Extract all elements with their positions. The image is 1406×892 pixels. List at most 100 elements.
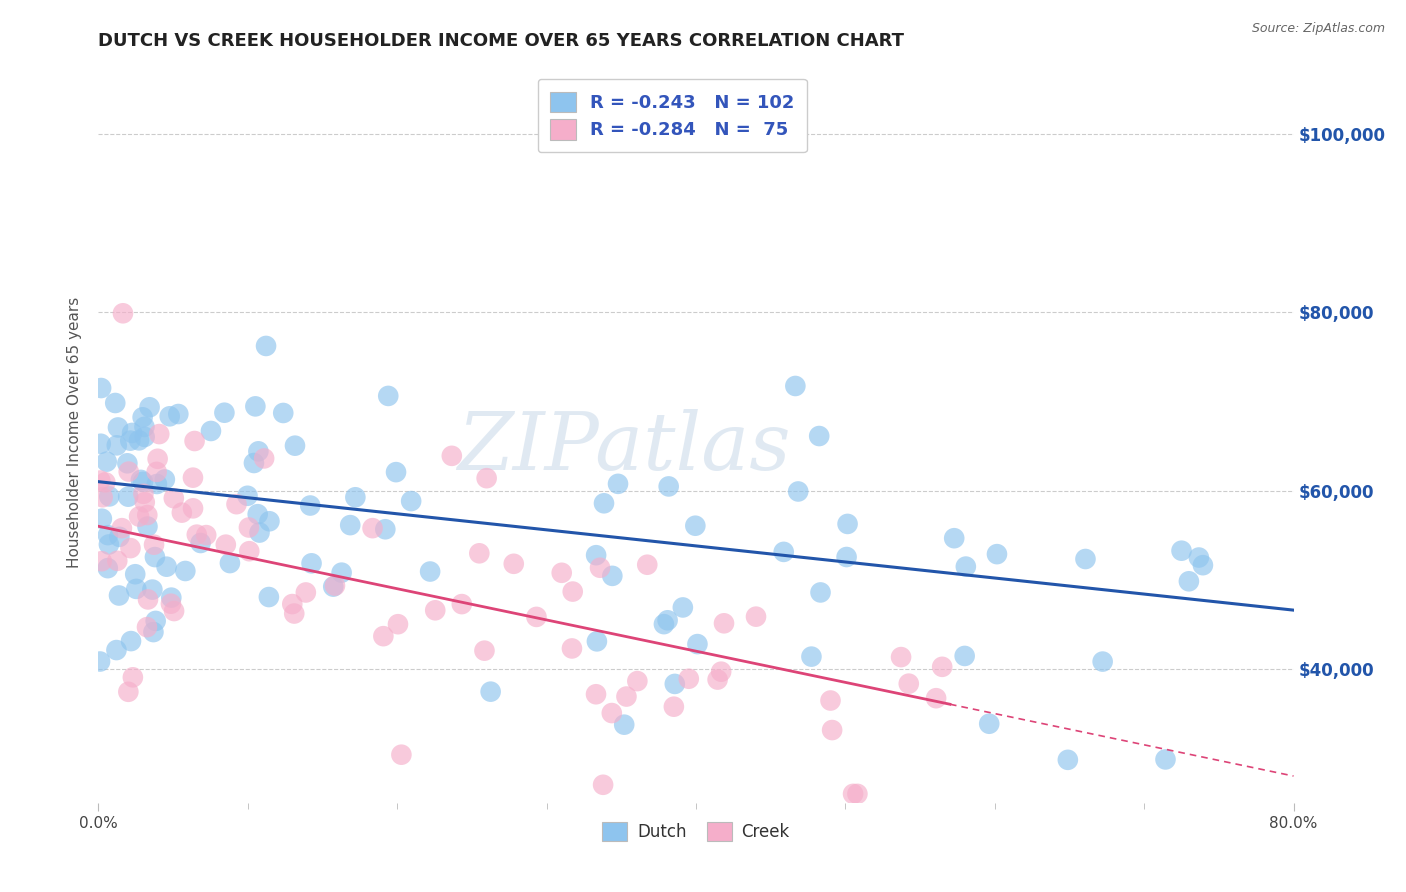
Dutch	[955, 559, 977, 574]
Creek	[160, 597, 183, 611]
Dutch	[153, 473, 176, 487]
Creek	[146, 451, 169, 466]
Dutch	[808, 429, 831, 443]
Creek	[710, 665, 733, 679]
Creek	[897, 676, 920, 690]
Dutch	[284, 439, 307, 453]
Creek	[295, 585, 318, 599]
Dutch	[685, 518, 707, 533]
Dutch	[1074, 552, 1097, 566]
Creek	[253, 451, 276, 466]
Dutch	[125, 582, 148, 596]
Dutch	[986, 547, 1008, 561]
Dutch	[257, 590, 280, 604]
Dutch	[374, 522, 396, 536]
Dutch	[90, 511, 112, 525]
Dutch	[214, 406, 236, 420]
Creek	[163, 604, 186, 618]
Dutch	[593, 496, 616, 510]
Dutch	[142, 625, 165, 640]
Creek	[678, 672, 700, 686]
Creek	[373, 629, 395, 643]
Creek	[713, 616, 735, 631]
Creek	[561, 641, 583, 656]
Creek	[502, 557, 524, 571]
Creek	[474, 643, 496, 657]
Creek	[117, 685, 139, 699]
Creek	[122, 670, 145, 684]
Dutch	[344, 490, 367, 504]
Dutch	[385, 465, 408, 479]
Dutch	[104, 396, 127, 410]
Dutch	[134, 430, 156, 444]
Creek	[132, 487, 155, 501]
Dutch	[96, 455, 118, 469]
Creek	[468, 546, 491, 560]
Dutch	[1192, 558, 1215, 573]
Creek	[181, 470, 204, 484]
Creek	[450, 597, 472, 611]
Creek	[120, 541, 142, 555]
Legend: Dutch, Creek: Dutch, Creek	[595, 815, 797, 847]
Dutch	[419, 565, 441, 579]
Creek	[551, 566, 574, 580]
Creek	[361, 521, 384, 535]
Dutch	[254, 339, 277, 353]
Dutch	[105, 438, 128, 452]
Creek	[706, 673, 728, 687]
Creek	[821, 723, 844, 737]
Creek	[626, 674, 648, 689]
Creek	[111, 521, 134, 535]
Dutch	[607, 476, 630, 491]
Dutch	[1188, 550, 1211, 565]
Dutch	[785, 379, 807, 393]
Creek	[90, 554, 112, 568]
Dutch	[271, 406, 294, 420]
Creek	[186, 527, 208, 541]
Dutch	[90, 436, 112, 450]
Dutch	[299, 499, 322, 513]
Dutch	[141, 582, 163, 597]
Dutch	[97, 561, 120, 575]
Y-axis label: Householder Income Over 65 years: Householder Income Over 65 years	[67, 297, 83, 568]
Dutch	[117, 456, 139, 470]
Dutch	[672, 600, 695, 615]
Dutch	[90, 381, 112, 395]
Dutch	[174, 564, 197, 578]
Dutch	[124, 567, 146, 582]
Dutch	[652, 617, 675, 632]
Creek	[592, 778, 614, 792]
Text: Source: ZipAtlas.com: Source: ZipAtlas.com	[1251, 22, 1385, 36]
Dutch	[953, 648, 976, 663]
Dutch	[249, 525, 271, 540]
Creek	[931, 660, 953, 674]
Creek	[89, 474, 111, 488]
Dutch	[399, 494, 422, 508]
Creek	[561, 584, 583, 599]
Dutch	[772, 545, 794, 559]
Dutch	[131, 410, 153, 425]
Dutch	[117, 490, 139, 504]
Dutch	[128, 434, 150, 448]
Creek	[163, 491, 186, 506]
Creek	[600, 706, 623, 720]
Creek	[183, 434, 205, 448]
Dutch	[247, 444, 270, 458]
Dutch	[146, 477, 169, 491]
Creek	[323, 578, 346, 592]
Dutch	[657, 613, 679, 627]
Dutch	[98, 490, 121, 504]
Text: DUTCH VS CREEK HOUSEHOLDER INCOME OVER 65 YEARS CORRELATION CHART: DUTCH VS CREEK HOUSEHOLDER INCOME OVER 6…	[98, 32, 904, 50]
Dutch	[129, 473, 152, 487]
Creek	[111, 306, 134, 320]
Dutch	[145, 614, 167, 628]
Dutch	[943, 531, 966, 545]
Dutch	[245, 400, 267, 414]
Dutch	[800, 649, 823, 664]
Text: ZIPatlas: ZIPatlas	[457, 409, 792, 486]
Creek	[105, 554, 128, 568]
Dutch	[134, 420, 156, 434]
Dutch	[246, 507, 269, 521]
Dutch	[219, 556, 242, 570]
Dutch	[138, 401, 160, 415]
